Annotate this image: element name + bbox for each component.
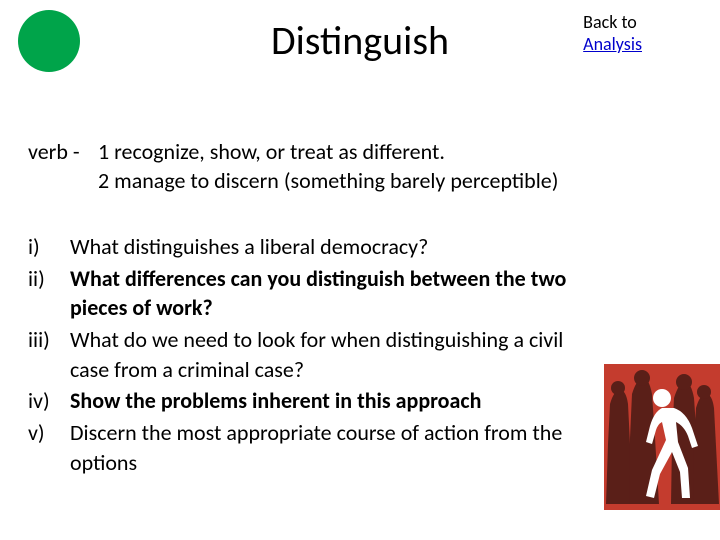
question-number: iv): [28, 386, 70, 416]
question-row: v)Discern the most appropriate course of…: [28, 418, 600, 477]
question-row: i)What distinguishes a liberal democracy…: [28, 232, 600, 262]
back-link-analysis[interactable]: Analysis: [583, 34, 642, 56]
back-link-block: Back to Analysis: [583, 12, 642, 55]
question-number: iii): [28, 325, 70, 384]
question-text: What do we need to look for when disting…: [70, 325, 600, 384]
question-row: iv)Show the problems inherent in this ap…: [28, 386, 600, 416]
definition-1: 1 recognize, show, or treat as different…: [98, 138, 445, 167]
definition-label: verb -: [28, 138, 98, 167]
questions-list: i)What distinguishes a liberal democracy…: [28, 232, 600, 480]
question-text: Discern the most appropriate course of a…: [70, 418, 600, 477]
question-row: iii)What do we need to look for when dis…: [28, 325, 600, 384]
definition-indent: [28, 167, 98, 196]
definition-block: verb - 1 recognize, show, or treat as di…: [28, 138, 692, 195]
crowd-illustration: [604, 364, 720, 510]
question-text: Show the problems inherent in this appro…: [70, 386, 600, 416]
question-number: v): [28, 418, 70, 477]
definition-2: 2 manage to discern (something barely pe…: [98, 167, 558, 196]
question-row: ii)What differences can you distinguish …: [28, 264, 600, 323]
question-number: ii): [28, 264, 70, 323]
back-line1: Back to: [583, 12, 642, 34]
question-text: What distinguishes a liberal democracy?: [70, 232, 600, 262]
question-text: What differences can you distinguish bet…: [70, 264, 600, 323]
question-number: i): [28, 232, 70, 262]
